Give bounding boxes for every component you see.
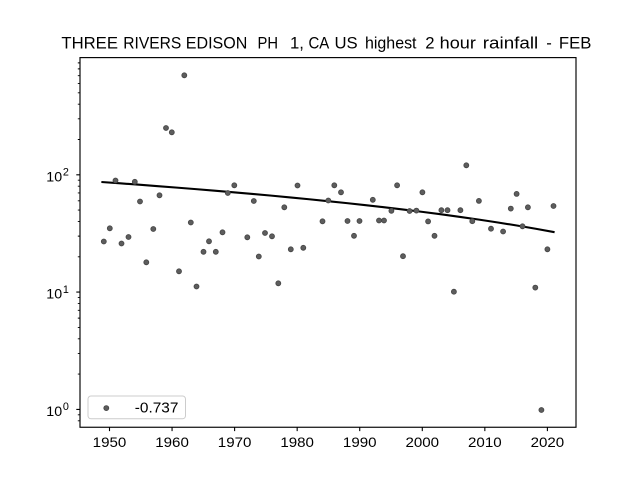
svg-text:THREE: THREE	[61, 33, 118, 52]
svg-text:1,: 1,	[290, 33, 304, 52]
svg-text:-: -	[546, 33, 552, 52]
svg-text:2000: 2000	[405, 434, 439, 450]
svg-text:rainfall: rainfall	[483, 33, 538, 52]
svg-text:2: 2	[63, 167, 69, 179]
svg-text:1970: 1970	[218, 434, 252, 450]
svg-text:US: US	[335, 33, 358, 52]
svg-text:10: 10	[46, 403, 62, 419]
svg-text:1980: 1980	[280, 434, 314, 450]
svg-text:1990: 1990	[343, 434, 377, 450]
svg-text:PH: PH	[258, 33, 279, 52]
svg-text:2020: 2020	[531, 434, 565, 450]
svg-text:1960: 1960	[155, 434, 189, 450]
svg-text:2: 2	[425, 33, 434, 52]
svg-text:-0.737: -0.737	[135, 400, 179, 416]
svg-text:2010: 2010	[468, 434, 502, 450]
svg-text:10: 10	[46, 168, 62, 184]
svg-text:highest: highest	[365, 33, 417, 52]
svg-text:1: 1	[63, 284, 69, 296]
svg-text:0: 0	[63, 401, 69, 413]
svg-text:FEB: FEB	[559, 33, 591, 52]
svg-text:1950: 1950	[93, 434, 127, 450]
svg-text:hour: hour	[440, 33, 477, 52]
svg-text:EDISON: EDISON	[186, 33, 248, 52]
svg-text:RIVERS: RIVERS	[123, 33, 181, 52]
svg-text:CA: CA	[309, 33, 331, 52]
svg-text:10: 10	[46, 286, 62, 302]
